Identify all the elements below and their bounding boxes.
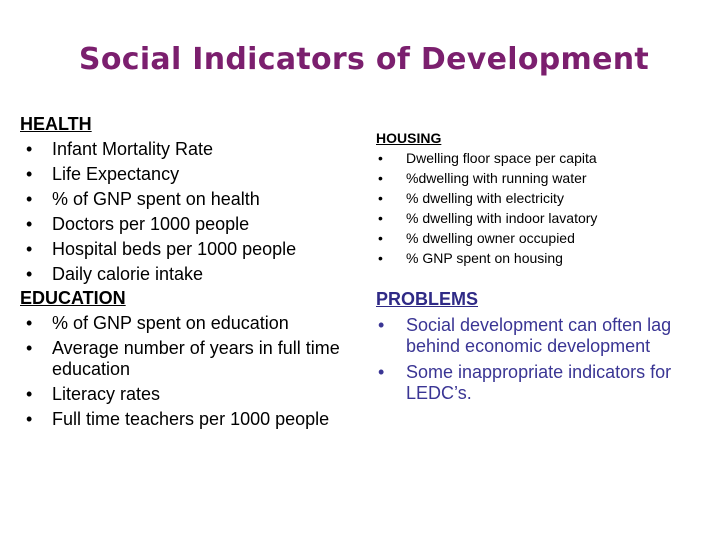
list-item: % dwelling owner occupied	[372, 230, 712, 247]
list-item: Average number of years in full time edu…	[20, 338, 350, 380]
list-item: Social development can often lag behind …	[372, 315, 712, 357]
problems-heading: PROBLEMS	[376, 289, 479, 309]
list-item: Dwelling floor space per capita	[372, 150, 712, 167]
left-column: HEALTH Infant Mortality Rate Life Expect…	[20, 114, 350, 430]
right-column: HOUSING Dwelling floor space per capita …	[372, 130, 712, 404]
list-item: % dwelling with indoor lavatory	[372, 210, 712, 227]
list-item: Life Expectancy	[20, 164, 350, 185]
list-item: % of GNP spent on health	[20, 189, 350, 210]
education-list: % of GNP spent on education Average numb…	[20, 313, 350, 430]
health-heading: HEALTH	[20, 114, 92, 134]
list-item: Doctors per 1000 people	[20, 214, 350, 235]
list-item: % of GNP spent on education	[20, 313, 350, 334]
problems-list: Social development can often lag behind …	[372, 315, 712, 404]
health-list: Infant Mortality Rate Life Expectancy % …	[20, 139, 350, 285]
list-item: Some inappropriate indicators for LEDC’s…	[372, 362, 712, 404]
list-item: %dwelling with running water	[372, 170, 712, 187]
list-item: Daily calorie intake	[20, 264, 350, 285]
housing-list: Dwelling floor space per capita %dwellin…	[372, 150, 712, 267]
housing-heading: HOUSING	[376, 130, 442, 146]
list-item: % dwelling with electricity	[372, 190, 712, 207]
page-title: Social Indicators of Development	[78, 42, 650, 77]
education-heading: EDUCATION	[20, 288, 126, 308]
list-item: Infant Mortality Rate	[20, 139, 350, 160]
list-item: Full time teachers per 1000 people	[20, 409, 350, 430]
list-item: % GNP spent on housing	[372, 250, 712, 267]
list-item: Hospital beds per 1000 people	[20, 239, 350, 260]
list-item: Literacy rates	[20, 384, 350, 405]
